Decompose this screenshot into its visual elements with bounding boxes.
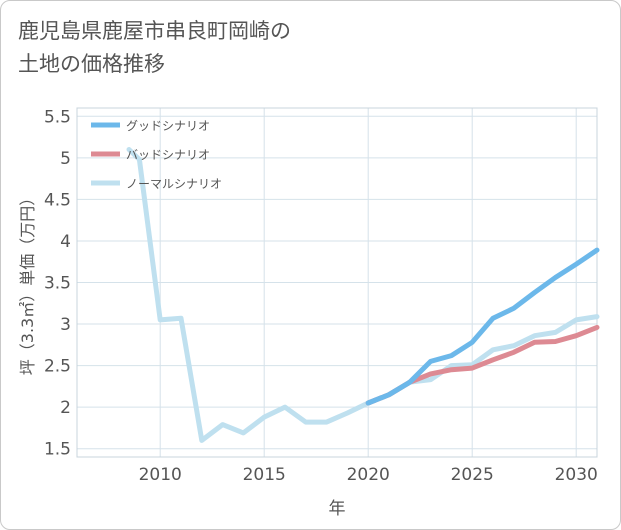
y-tick-label: 2 (60, 398, 71, 418)
y-tick-label: 5 (60, 149, 71, 169)
chart-title-line-1: 鹿児島県鹿屋市串良町岡崎の (18, 19, 291, 43)
y-tick-label: 1.5 (44, 440, 71, 460)
y-tick-label: 4.5 (44, 190, 71, 210)
y-tick-label: 5.5 (44, 107, 71, 127)
legend-label: バッドシナリオ (126, 148, 210, 162)
legend-label: ノーマルシナリオ (126, 177, 222, 191)
x-tick-label: 2020 (347, 465, 390, 485)
x-tick-label: 2030 (555, 465, 598, 485)
y-tick-label: 3 (60, 315, 71, 335)
y-axis-label: 坪（3.3㎡）単価（万円） (18, 190, 37, 375)
y-tick-label: 3.5 (44, 274, 71, 294)
chart-title-line-2: 土地の価格推移 (18, 52, 165, 76)
series-lines (126, 147, 600, 443)
x-tick-label: 2015 (243, 465, 286, 485)
series-line-2 (126, 147, 600, 443)
x-axis-label: 年 (329, 499, 346, 519)
plot-area-frame (76, 107, 598, 458)
grid-lines (77, 108, 597, 457)
series-line-0 (365, 247, 600, 406)
legend-label: グッドシナリオ (126, 119, 210, 133)
chart-title: 鹿児島県鹿屋市串良町岡崎の 土地の価格推移 (18, 15, 291, 81)
x-tick-label: 2010 (139, 465, 182, 485)
y-tick-label: 2.5 (44, 357, 71, 377)
y-tick-labels: 1.5 2 2.5 3 3.5 4 4.5 5 5.5 (44, 107, 71, 459)
x-tick-label: 2025 (451, 465, 494, 485)
y-tick-label: 4 (60, 232, 71, 252)
x-tick-labels: 2010 2015 2020 2025 2030 (139, 465, 598, 485)
